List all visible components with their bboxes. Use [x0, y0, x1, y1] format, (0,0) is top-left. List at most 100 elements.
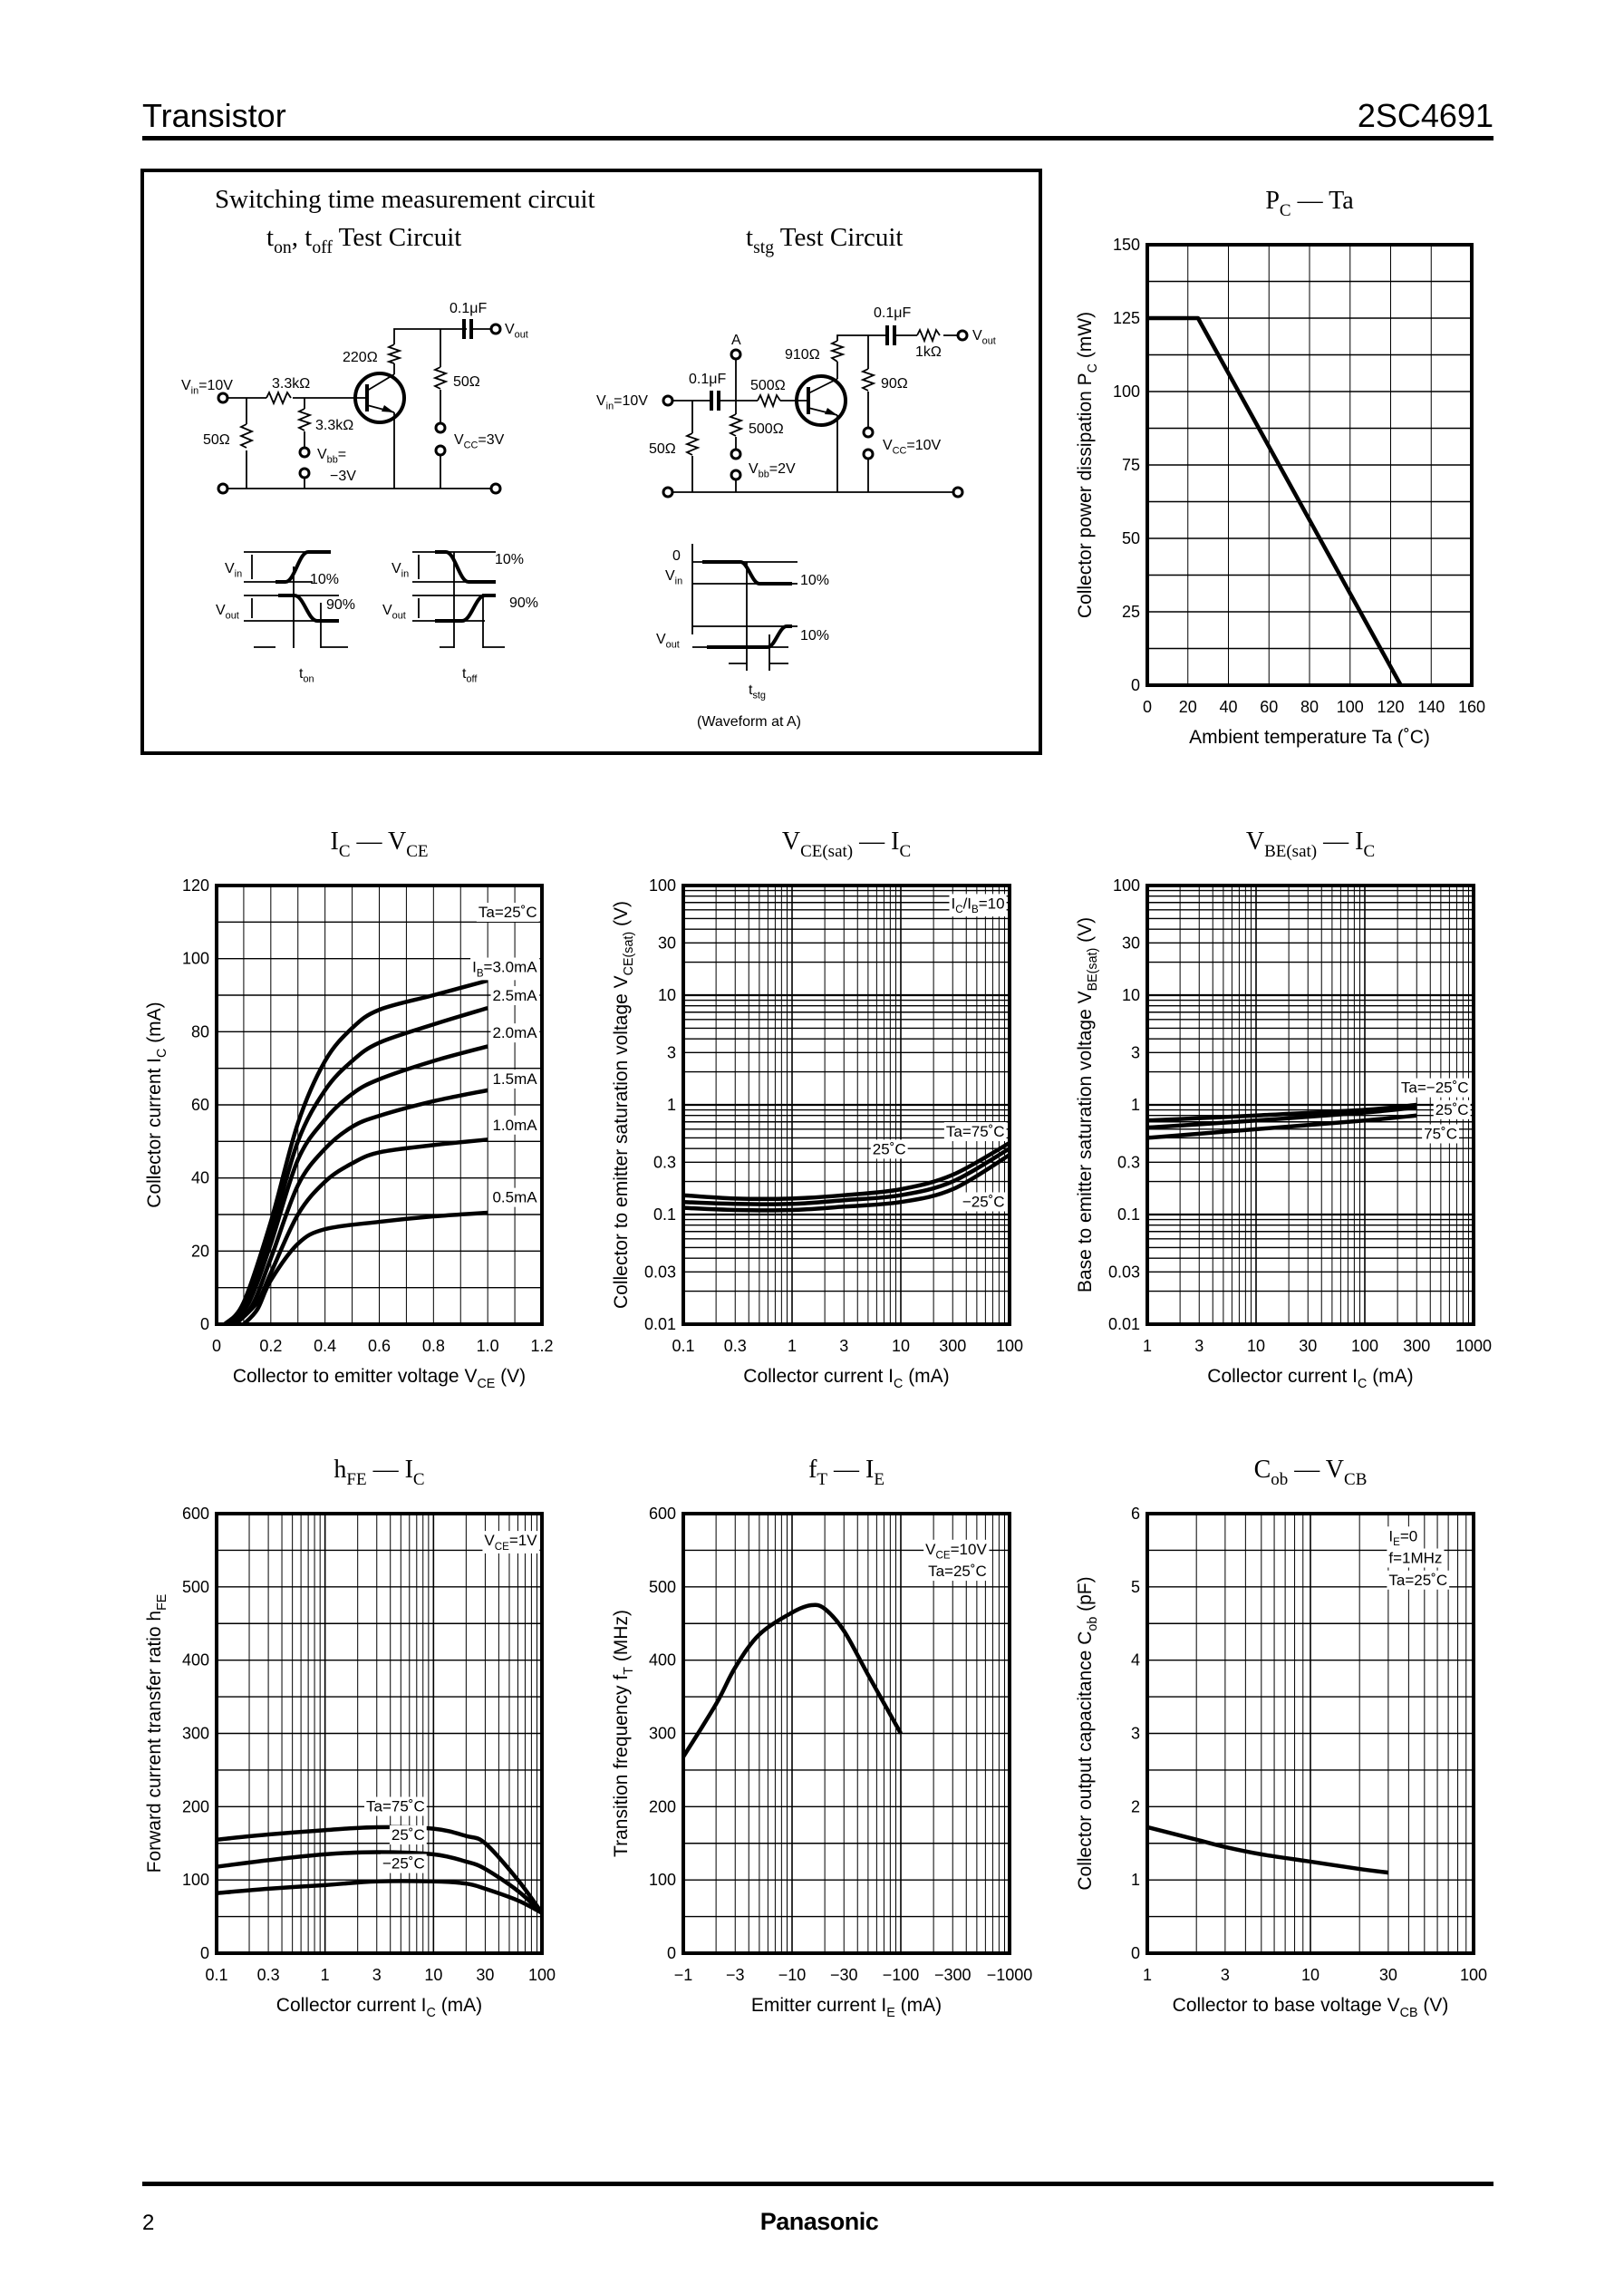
terminal-icon: [862, 448, 875, 460]
plot-frame: [1146, 884, 1475, 1326]
label: 220Ω: [343, 350, 378, 365]
plot-frame: [215, 1512, 544, 1955]
label: 50Ω: [649, 441, 676, 457]
y-tick-label: 400: [649, 1651, 676, 1670]
label: 90%: [326, 597, 355, 613]
y-tick-label: 10: [1122, 986, 1140, 1004]
y-tick-label: 3: [1131, 1725, 1140, 1743]
x-tick-label: 0: [212, 1337, 221, 1355]
x-tick-label: 1000: [1455, 1337, 1492, 1355]
chart-annotation: VCE​=1V: [484, 1532, 537, 1553]
part-number: 2SC4691: [1358, 97, 1494, 134]
x-tick-label: 0.1: [672, 1337, 694, 1355]
chart-annotation: Ta=25˚C: [478, 904, 537, 921]
chart-annotation: −25˚C: [382, 1855, 425, 1873]
x-tick-label: −300: [934, 1966, 972, 1984]
x-tick-label: 1: [788, 1337, 797, 1355]
x-tick-label: −10: [778, 1966, 807, 1984]
x-tick-label: 120: [1377, 698, 1404, 716]
panasonic-logo: Panasonic: [760, 2208, 879, 2235]
annotation-background: [490, 1023, 540, 1043]
label: 10%: [495, 552, 524, 567]
series-line-1: [682, 1147, 1011, 1206]
series-line-0: [1146, 1825, 1389, 1875]
annotation-background: [490, 1187, 540, 1207]
x-tick-label: 0.6: [368, 1337, 391, 1355]
y-tick-label: 300: [649, 1725, 676, 1743]
label: 500Ω: [749, 421, 784, 437]
x-axis-label: Collector to emitter voltage VCE​ (V): [233, 1366, 526, 1391]
y-tick-label: 100: [649, 1871, 676, 1889]
x-tick-label: 160: [1458, 698, 1485, 716]
ton-toff-circuit: Vin​=10V 3.3kΩ 50Ω 3.3kΩ Vbb​= −3V 220Ω …: [181, 301, 528, 495]
x-axis-label: Collector to base voltage VCB​ (V): [1173, 1995, 1449, 2020]
terminal-icon: [298, 446, 311, 459]
y-tick-label: 0: [667, 1944, 676, 1962]
chart-title: Cob​ — VCB​: [1254, 1456, 1368, 1489]
y-tick-label: 3: [667, 1043, 676, 1061]
header-rule: [142, 136, 1494, 140]
plot-frame: [682, 1512, 1011, 1955]
x-tick-label: 0.3: [257, 1966, 280, 1984]
label: Vbb​=: [317, 447, 346, 466]
y-tick-label: 100: [1113, 876, 1140, 895]
chart-annotation: IE​=0: [1388, 1527, 1417, 1548]
annotation-background: [949, 894, 1007, 917]
y-tick-label: 1: [667, 1096, 676, 1114]
x-tick-label: 30: [476, 1966, 494, 1984]
terminal-icon: [862, 426, 875, 439]
annotation-background: [470, 957, 540, 981]
y-tick-label: 0.1: [653, 1205, 676, 1224]
terminal-icon: [662, 394, 674, 407]
annotation-background: [1387, 1548, 1445, 1568]
annotation-background: [1398, 1078, 1471, 1098]
plot-frame: [1146, 243, 1474, 687]
label: 0.1μF: [874, 305, 911, 321]
chart-annotation: −25˚C: [962, 1193, 1005, 1210]
chart-annotation: Ta=25˚C: [1388, 1572, 1447, 1589]
chart-annotation: 75˚C: [1424, 1125, 1457, 1142]
label: Vin​=10V: [181, 378, 233, 397]
y-tick-label: 30: [1122, 934, 1140, 952]
chart-ic-vce: Ta=25˚C IB​=3.0mA 2.5mA 2.0mA 1.5mA 1.0mA 0.5m…: [144, 828, 554, 1391]
x-tick-label: 0.2: [259, 1337, 282, 1355]
resistor-icon: [684, 432, 701, 456]
x-tick-label: 0.1: [205, 1966, 227, 1984]
label: Vout​: [972, 328, 996, 347]
terminal-icon: [298, 467, 311, 479]
x-tick-label: 10: [1301, 1966, 1320, 1984]
y-axis-label: Collector output capacitance Cob​ (pF): [1075, 1576, 1100, 1890]
plot-frame: [215, 884, 544, 1326]
y-tick-label: 4: [1131, 1651, 1140, 1670]
label: 3.3kΩ: [272, 376, 310, 392]
y-tick-label: 0.03: [1108, 1263, 1140, 1281]
resistor-icon: [916, 327, 941, 344]
x-tick-label: 300: [939, 1337, 966, 1355]
x-tick-label: 80: [1300, 698, 1319, 716]
grid: [1146, 244, 1473, 686]
annotation-background: [926, 1562, 989, 1582]
y-axis-label: Collector power dissipation PC​ (mW): [1075, 312, 1100, 618]
y-axis-label: Transition frequency fT​ (MHz): [611, 1610, 636, 1857]
chart-annotation: 25˚C: [1436, 1101, 1469, 1118]
tstg-title: tstg​ Test Circuit: [746, 223, 903, 257]
grid: [1146, 886, 1474, 1326]
x-tick-label: 1.2: [530, 1337, 553, 1355]
label: VCC​=3V: [454, 432, 505, 451]
chart-annotation: Ta=75˚C: [946, 1123, 1005, 1140]
annotation-background: [1387, 1526, 1420, 1550]
y-tick-label: 75: [1122, 456, 1140, 474]
y-tick-label: 600: [649, 1505, 676, 1523]
annotation-background: [1422, 1124, 1459, 1144]
y-tick-label: 0.3: [653, 1153, 676, 1171]
annotation-background: [364, 1796, 427, 1816]
series-line-5: [242, 1210, 488, 1326]
grid: [682, 886, 1010, 1326]
y-tick-label: 0.3: [1117, 1153, 1140, 1171]
resistor-icon: [386, 344, 402, 364]
label: Vin​=10V: [596, 393, 648, 412]
switching-circuit-panel: Switching time measurement circuit ton​,…: [140, 169, 1042, 755]
label: 10%: [800, 628, 829, 644]
chart-title: IC​ — VCE​: [330, 828, 428, 861]
annotation-background: [1433, 1099, 1471, 1119]
